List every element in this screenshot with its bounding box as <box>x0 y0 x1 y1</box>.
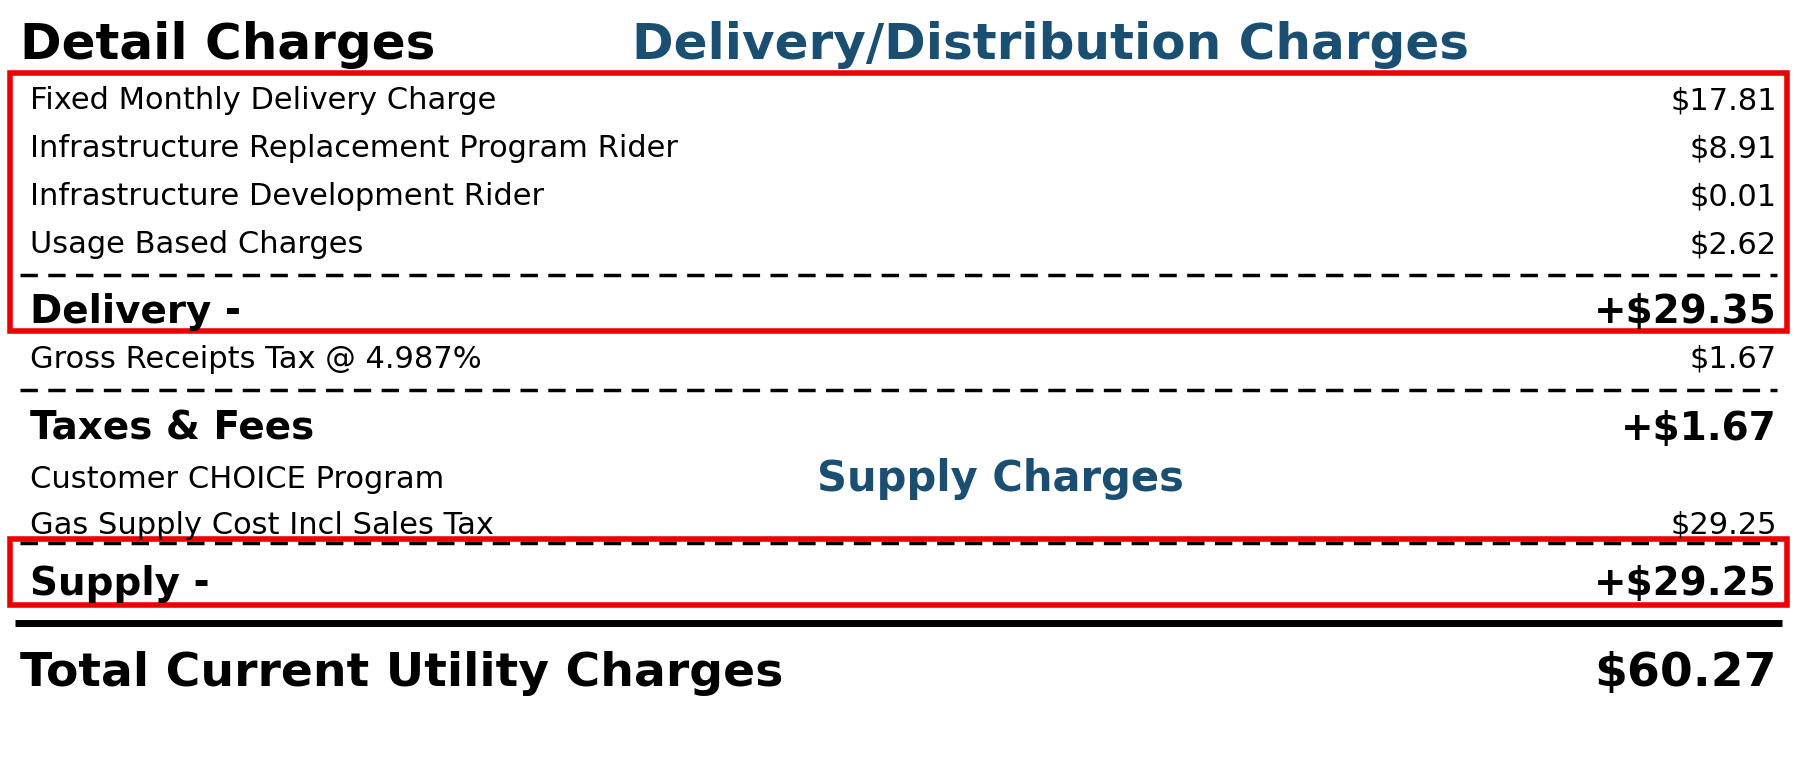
Text: Fixed Monthly Delivery Charge: Fixed Monthly Delivery Charge <box>31 86 496 115</box>
Text: Supply Charges: Supply Charges <box>816 458 1184 500</box>
Text: $60.27: $60.27 <box>1594 651 1777 696</box>
Text: $2.62: $2.62 <box>1689 230 1777 259</box>
Bar <box>11 73 1786 331</box>
Text: +$29.25: +$29.25 <box>1594 565 1777 603</box>
Text: Taxes & Fees: Taxes & Fees <box>31 410 314 448</box>
Text: Infrastructure Replacement Program Rider: Infrastructure Replacement Program Rider <box>31 134 677 163</box>
Text: Total Current Utility Charges: Total Current Utility Charges <box>20 651 783 696</box>
Text: Delivery/Distribution Charges: Delivery/Distribution Charges <box>631 21 1468 69</box>
Text: Delivery -: Delivery - <box>31 293 241 331</box>
Text: Gas Supply Cost Incl Sales Tax: Gas Supply Cost Incl Sales Tax <box>31 511 494 540</box>
Text: Usage Based Charges: Usage Based Charges <box>31 230 363 259</box>
Text: +$29.35: +$29.35 <box>1594 293 1777 331</box>
Text: Supply -: Supply - <box>31 565 210 603</box>
Text: $1.67: $1.67 <box>1689 345 1777 374</box>
Text: Detail Charges: Detail Charges <box>20 21 435 69</box>
Text: $29.25: $29.25 <box>1671 511 1777 540</box>
Text: $8.91: $8.91 <box>1689 134 1777 163</box>
Text: $17.81: $17.81 <box>1671 86 1777 115</box>
Text: Customer CHOICE Program: Customer CHOICE Program <box>31 465 444 494</box>
Text: Infrastructure Development Rider: Infrastructure Development Rider <box>31 182 544 211</box>
Text: Gross Receipts Tax @ 4.987%: Gross Receipts Tax @ 4.987% <box>31 345 482 374</box>
Text: $0.01: $0.01 <box>1689 182 1777 211</box>
Bar <box>11 539 1786 605</box>
Text: +$1.67: +$1.67 <box>1621 410 1777 448</box>
